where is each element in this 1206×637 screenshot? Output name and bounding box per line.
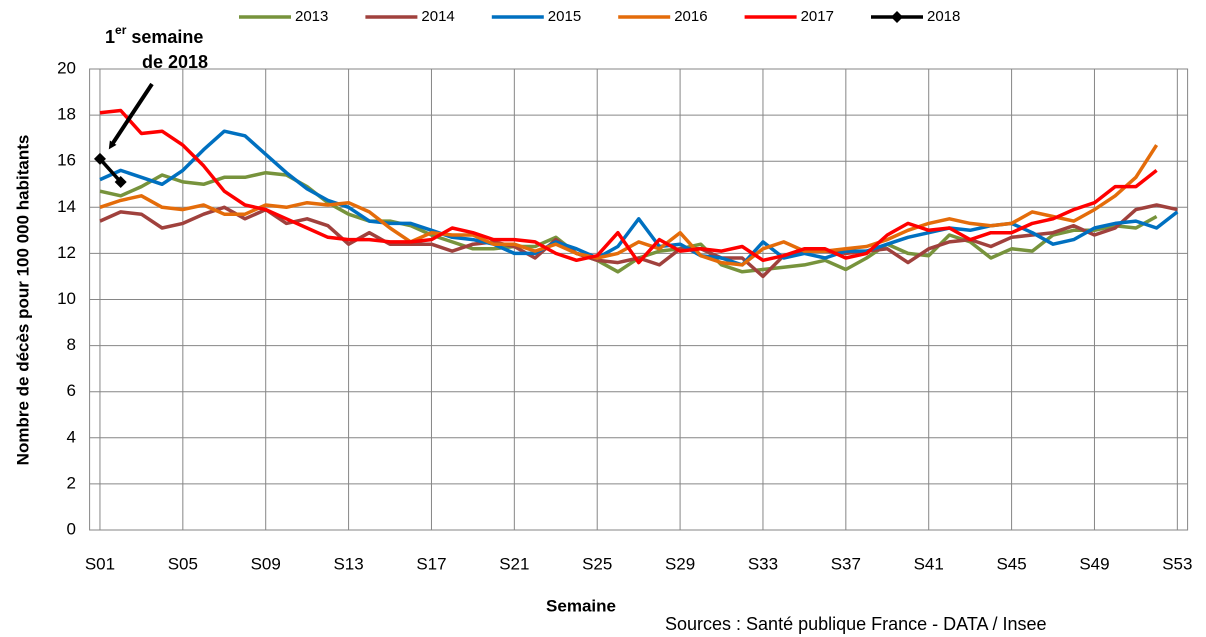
ticks: 0 2 4 6 8 10 12 14 16 18 20 S01 S05 S09 S13 S17 S21 S25 S2… bbox=[57, 58, 1192, 573]
legend: 2013 2014 2015 2016 2017 2018 bbox=[239, 8, 960, 25]
y-tick-label: 8 bbox=[67, 335, 76, 354]
y-tick-label: 20 bbox=[57, 58, 76, 77]
x-tick-label: S05 bbox=[168, 554, 198, 573]
legend-marker bbox=[891, 11, 903, 23]
y-axis-title: Nombre de décès pour 100 000 habitants bbox=[13, 135, 32, 466]
x-tick-label: S29 bbox=[665, 554, 695, 573]
point-marker bbox=[93, 152, 106, 165]
annotation-number: 1 bbox=[105, 27, 115, 47]
series-line bbox=[98, 157, 123, 184]
x-tick-label: S17 bbox=[416, 554, 446, 573]
series-line bbox=[99, 129, 1179, 267]
y-tick-label: 12 bbox=[57, 243, 76, 262]
annotation: 1er semaine bbox=[105, 23, 203, 47]
legend-label: 2014 bbox=[421, 8, 454, 25]
series-line bbox=[99, 203, 1178, 279]
y-tick-label: 6 bbox=[67, 381, 76, 400]
y-tick-label: 18 bbox=[57, 105, 76, 124]
x-tick-label: S01 bbox=[85, 554, 115, 573]
annotation-superscript: er bbox=[115, 23, 127, 37]
y-tick-label: 16 bbox=[57, 151, 76, 170]
x-tick-label: S41 bbox=[914, 554, 944, 573]
x-tick-label: S45 bbox=[996, 554, 1026, 573]
legend-label: 2013 bbox=[295, 8, 328, 25]
x-tick-label: S25 bbox=[582, 554, 612, 573]
legend-label: 2015 bbox=[548, 8, 581, 25]
x-tick-label: S21 bbox=[499, 554, 529, 573]
x-tick-label: S53 bbox=[1162, 554, 1192, 573]
x-tick-label: S09 bbox=[251, 554, 281, 573]
source: Sources : Santé publique France - DATA /… bbox=[665, 614, 1047, 634]
y-tick-label: 2 bbox=[67, 473, 76, 492]
annotation-line1: semaine bbox=[131, 27, 203, 47]
plot-frame bbox=[89, 68, 1189, 531]
series-line bbox=[99, 108, 1158, 265]
legend-label: 2017 bbox=[801, 8, 834, 25]
x-tick-label: S37 bbox=[831, 554, 861, 573]
series-lines bbox=[93, 108, 1179, 279]
series-line bbox=[99, 170, 1158, 274]
annotation-line2: de 2018 bbox=[142, 52, 208, 72]
x-axis-title: Semaine bbox=[546, 596, 616, 615]
legend-label: 2016 bbox=[674, 8, 707, 25]
x-tick-label: S49 bbox=[1079, 554, 1109, 573]
x-tick-label: S33 bbox=[748, 554, 778, 573]
point-marker bbox=[114, 175, 127, 188]
y-tick-label: 14 bbox=[57, 197, 76, 216]
y-tick-label: 4 bbox=[67, 427, 76, 446]
annotation-arrow bbox=[108, 82, 154, 150]
x-tick-label: S13 bbox=[333, 554, 363, 573]
grid bbox=[89, 68, 1188, 531]
legend-label: 2018 bbox=[927, 8, 960, 25]
y-tick-label: 10 bbox=[57, 289, 76, 308]
y-tick-label: 0 bbox=[67, 519, 76, 538]
